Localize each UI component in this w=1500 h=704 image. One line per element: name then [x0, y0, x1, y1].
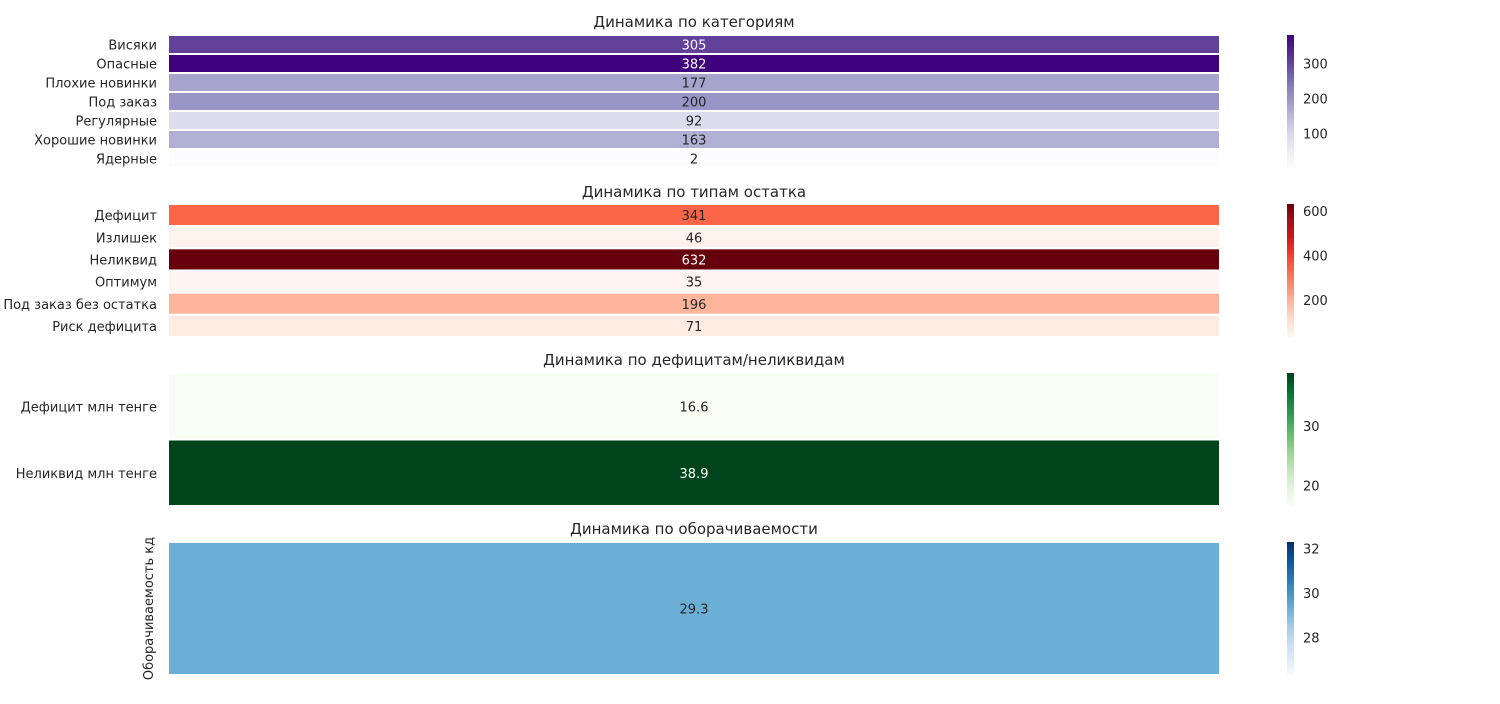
cell-value-label: 29.3	[680, 603, 709, 618]
row-label: Ядерные	[96, 153, 157, 168]
cell-value-label: 196	[682, 298, 707, 313]
panel-title: Динамика по оборачиваемости	[570, 520, 818, 538]
cell-value-label: 2	[690, 153, 698, 168]
row-label: Риск дефицита	[52, 320, 157, 335]
colorbar-tick-label: 400	[1303, 250, 1328, 265]
row-label: Оборачиваемость кд	[142, 537, 157, 680]
row-label: Плохие новинки	[45, 77, 157, 92]
cell-value-label: 35	[686, 276, 703, 291]
colorbar-tick-label: 28	[1303, 631, 1320, 646]
colorbar-tick-label: 20	[1303, 480, 1320, 495]
row-label: Излишек	[96, 231, 157, 246]
row-label: Регулярные	[75, 115, 157, 130]
colorbar-tick-label: 30	[1303, 420, 1320, 435]
row-label: Неликвид млн тенге	[16, 467, 157, 482]
panel-title: Динамика по типам остатка	[582, 183, 806, 201]
colorbar-tick-label: 200	[1303, 294, 1328, 309]
cell-value-label: 163	[682, 134, 707, 149]
cell-value-label: 177	[682, 77, 707, 92]
heatmap-panel: Динамика по дефицитам/неликвидам 16.6 Дефи…	[16, 351, 1320, 507]
heatmap-panel: Динамика по типам остатка 341 Дефицит 46 Изл…	[3, 183, 1328, 339]
panel-title: Динамика по дефицитам/неликвидам	[543, 351, 845, 369]
row-label: Хорошие новинки	[34, 134, 157, 149]
cell-value-label: 38.9	[680, 467, 709, 482]
colorbar-tick-label: 100	[1303, 128, 1328, 143]
heatmap-cell	[167, 148, 1221, 169]
row-label: Под заказ	[89, 96, 158, 111]
row-label: Оптимум	[95, 276, 157, 291]
heatmap-cell	[167, 313, 1221, 339]
colorbar	[1287, 35, 1294, 168]
cell-value-label: 341	[682, 209, 707, 224]
heatmap-panel: Динамика по категориям 305 Висяки 382 Опасны…	[34, 13, 1328, 169]
colorbar	[1287, 204, 1294, 337]
colorbar	[1287, 542, 1294, 675]
cell-value-label: 92	[686, 115, 703, 130]
row-label: Неликвид	[90, 253, 157, 268]
colorbar-tick-label: 600	[1303, 205, 1328, 220]
panel-title: Динамика по категориям	[593, 13, 794, 31]
heatmap-cell	[167, 541, 1221, 676]
colorbar-tick-label: 300	[1303, 58, 1328, 73]
row-label: Висяки	[108, 39, 157, 54]
colorbar-tick-label: 200	[1303, 93, 1328, 108]
heatmap-cell	[167, 372, 1221, 441]
heatmap-panel: Динамика по оборачиваемости 29.3 Оборачива…	[142, 520, 1320, 680]
cell-value-label: 382	[682, 58, 707, 73]
cell-value-label: 305	[682, 39, 707, 54]
row-label: Дефицит млн тенге	[21, 400, 157, 415]
row-label: Опасные	[96, 58, 157, 73]
cell-value-label: 71	[686, 320, 703, 335]
cell-value-label: 200	[682, 96, 707, 111]
colorbar-tick-label: 30	[1303, 587, 1320, 602]
heatmap-cell	[167, 438, 1221, 507]
colorbar	[1287, 373, 1294, 506]
row-label: Под заказ без остатка	[3, 298, 157, 313]
colorbar-tick-label: 32	[1303, 543, 1320, 558]
cell-value-label: 16.6	[680, 400, 709, 415]
cell-value-label: 46	[686, 231, 703, 246]
cell-value-label: 632	[682, 253, 707, 268]
row-label: Дефицит	[94, 209, 157, 224]
